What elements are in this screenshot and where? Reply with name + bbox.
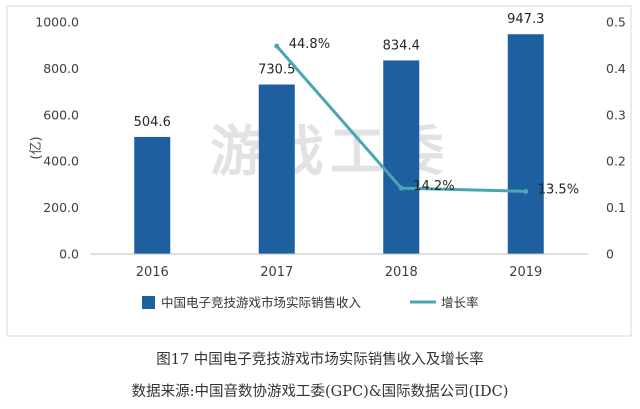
y2-tick-label: 0 bbox=[606, 247, 614, 262]
legend-bar-swatch bbox=[142, 296, 155, 309]
y2-tick-label: 0.1 bbox=[606, 200, 626, 215]
bar-value-label: 730.5 bbox=[258, 63, 295, 78]
growth-point bbox=[398, 185, 404, 191]
chart-frame bbox=[6, 5, 632, 337]
growth-point bbox=[523, 188, 529, 194]
x-tick-label: 2019 bbox=[509, 265, 542, 280]
legend-bar-label: 中国电子竞技游戏市场实际销售收入 bbox=[161, 295, 362, 310]
growth-value-label: 13.5% bbox=[538, 182, 579, 197]
figure-caption: 图17 中国电子竞技游戏市场实际销售收入及增长率 bbox=[156, 352, 484, 368]
bar-value-label: 834.4 bbox=[383, 38, 420, 53]
y-tick-label: 600.0 bbox=[43, 107, 79, 122]
y-tick-label: 400.0 bbox=[43, 154, 79, 169]
bar bbox=[258, 84, 295, 254]
y-axis-label: (亿) bbox=[29, 136, 44, 159]
y-tick-label: 800.0 bbox=[43, 61, 79, 76]
growth-point bbox=[274, 43, 280, 49]
x-tick-label: 2017 bbox=[260, 265, 293, 280]
y-tick-label: 200.0 bbox=[43, 200, 79, 215]
bar bbox=[134, 136, 171, 254]
y2-tick-label: 0.5 bbox=[606, 15, 626, 30]
y-tick-label: 1000.0 bbox=[35, 15, 79, 30]
bar-value-label: 947.3 bbox=[507, 12, 544, 27]
legend-line-label: 增长率 bbox=[441, 295, 479, 310]
y-tick-label: 0.0 bbox=[59, 247, 79, 262]
x-tick-label: 2016 bbox=[136, 265, 169, 280]
y2-tick-label: 0.2 bbox=[606, 154, 626, 169]
bar-value-label: 504.6 bbox=[134, 115, 171, 130]
growth-value-label: 14.2% bbox=[413, 179, 454, 194]
bar bbox=[383, 60, 420, 254]
y2-tick-label: 0.3 bbox=[606, 107, 626, 122]
data-source: 数据来源:中国音数协游戏工委(GPC)&国际数据公司(IDC) bbox=[131, 384, 509, 400]
bar bbox=[507, 34, 544, 255]
y2-tick-label: 0.4 bbox=[606, 61, 626, 76]
x-tick-label: 2018 bbox=[385, 265, 418, 280]
growth-value-label: 44.8% bbox=[289, 37, 330, 52]
